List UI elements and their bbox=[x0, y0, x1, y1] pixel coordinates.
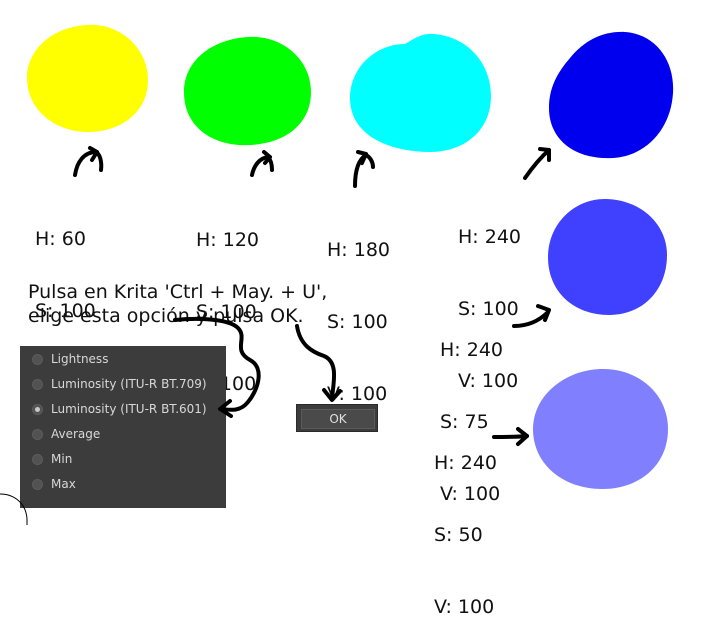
option-average[interactable]: Average bbox=[20, 422, 226, 446]
option-luminosity-709[interactable]: Luminosity (ITU-R BT.709) bbox=[20, 372, 226, 396]
blue-swatch bbox=[549, 31, 674, 159]
option-max[interactable]: Max bbox=[20, 472, 226, 496]
saturation-value: S: 100 bbox=[327, 311, 388, 333]
value-value: V: 100 bbox=[434, 596, 495, 618]
arrow-icon bbox=[73, 146, 104, 177]
radio-icon[interactable] bbox=[32, 453, 43, 465]
value-value: V: 100 bbox=[458, 370, 519, 392]
radio-icon[interactable] bbox=[32, 353, 43, 365]
option-label: Average bbox=[51, 427, 101, 441]
green-swatch bbox=[184, 36, 311, 146]
hsv-label-blue: H: 240 S: 100 V: 100 bbox=[458, 177, 521, 417]
arrow-icon bbox=[512, 304, 551, 328]
option-label: Luminosity (ITU-R BT.601) bbox=[51, 402, 207, 416]
hue-value: H: 120 bbox=[196, 229, 259, 251]
instruction-text: Pulsa en Krita 'Ctrl + May. + U', elige … bbox=[28, 280, 327, 328]
arrow-icon bbox=[295, 324, 342, 402]
desaturate-options-panel: Lightness Luminosity (ITU-R BT.709) Lumi… bbox=[20, 346, 226, 508]
radio-icon[interactable] bbox=[32, 378, 43, 390]
option-label: Luminosity (ITU-R BT.709) bbox=[51, 377, 207, 391]
hue-value: H: 60 bbox=[35, 228, 86, 250]
option-label: Min bbox=[51, 452, 73, 466]
saturation-value: S: 100 bbox=[458, 298, 519, 320]
hue-value: H: 240 bbox=[440, 339, 503, 361]
arrows-layer bbox=[0, 146, 551, 525]
blue-75-swatch bbox=[548, 199, 667, 315]
cyan-swatch bbox=[350, 33, 491, 152]
hsv-label-blue-75: H: 240 S: 75 V: 100 bbox=[440, 290, 503, 530]
saturation-value: S: 75 bbox=[440, 411, 489, 433]
option-luminosity-601[interactable]: Luminosity (ITU-R BT.601) bbox=[20, 397, 226, 421]
arrow-icon bbox=[173, 316, 261, 418]
arrow-icon bbox=[523, 147, 551, 180]
option-label: Lightness bbox=[51, 352, 109, 366]
option-min[interactable]: Min bbox=[20, 447, 226, 471]
option-lightness[interactable]: Lightness bbox=[20, 347, 226, 371]
radio-icon[interactable] bbox=[32, 478, 43, 490]
option-label: Max bbox=[51, 477, 76, 491]
instruction-line-1: Pulsa en Krita 'Ctrl + May. + U', bbox=[28, 281, 328, 303]
ok-button[interactable]: OK bbox=[301, 409, 375, 429]
circle-fragment-icon bbox=[0, 493, 28, 525]
instruction-line-2: elige esta opción y pulsa OK. bbox=[28, 305, 304, 327]
arrow-icon bbox=[492, 427, 529, 446]
arrow-icon bbox=[250, 150, 274, 177]
yellow-swatch bbox=[27, 24, 148, 133]
hue-value: H: 240 bbox=[458, 226, 521, 248]
hue-value: H: 240 bbox=[434, 452, 497, 474]
value-value: V: 100 bbox=[440, 483, 501, 505]
radio-icon[interactable] bbox=[32, 428, 43, 440]
radio-selected-icon[interactable] bbox=[32, 403, 43, 415]
saturation-value: S: 100 bbox=[35, 300, 96, 322]
blue-50-swatch bbox=[533, 369, 668, 489]
hue-value: H: 180 bbox=[327, 239, 390, 261]
arrow-icon bbox=[353, 150, 375, 188]
saturation-value: S: 50 bbox=[434, 524, 483, 546]
ok-button-frame: OK bbox=[296, 404, 378, 432]
